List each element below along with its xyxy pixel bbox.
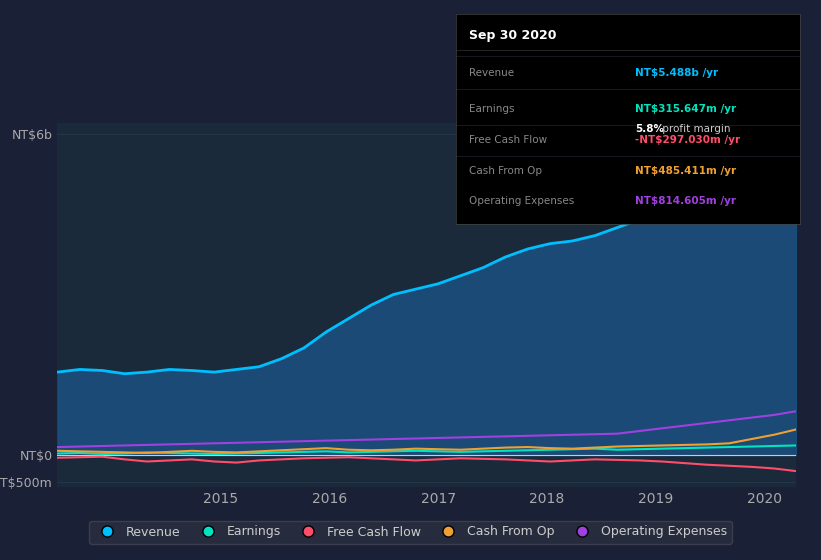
Text: Cash From Op: Cash From Op xyxy=(470,166,543,176)
Legend: Revenue, Earnings, Free Cash Flow, Cash From Op, Operating Expenses: Revenue, Earnings, Free Cash Flow, Cash … xyxy=(89,520,732,544)
Text: NT$5.488b /yr: NT$5.488b /yr xyxy=(635,68,718,78)
Text: NT$485.411m /yr: NT$485.411m /yr xyxy=(635,166,736,176)
Text: Earnings: Earnings xyxy=(470,104,515,114)
Text: -NT$297.030m /yr: -NT$297.030m /yr xyxy=(635,135,740,145)
Text: Free Cash Flow: Free Cash Flow xyxy=(470,135,548,145)
Text: Revenue: Revenue xyxy=(470,68,515,78)
Text: Sep 30 2020: Sep 30 2020 xyxy=(470,29,557,41)
Text: NT$315.647m /yr: NT$315.647m /yr xyxy=(635,104,736,114)
Text: 5.8%: 5.8% xyxy=(635,124,664,134)
Text: profit margin: profit margin xyxy=(659,124,731,134)
Text: Operating Expenses: Operating Expenses xyxy=(470,196,575,206)
Text: NT$814.605m /yr: NT$814.605m /yr xyxy=(635,196,736,206)
